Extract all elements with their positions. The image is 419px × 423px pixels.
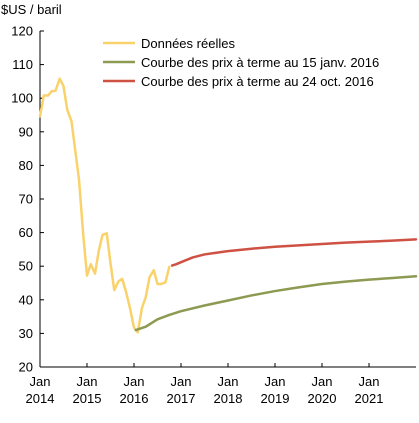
legend: Données réelles Courbe des prix à terme a… bbox=[103, 36, 379, 89]
x-tick-label-month: Jan bbox=[218, 374, 239, 389]
series-forward-curve-oct-2016-line bbox=[170, 238, 418, 267]
y-tick-label: 60 bbox=[19, 225, 33, 240]
x-tick-label-year: 2018 bbox=[214, 391, 243, 406]
x-tick-label-year: 2021 bbox=[355, 391, 384, 406]
y-tick-label: 80 bbox=[19, 158, 33, 173]
axes-group: 20 30 40 50 60 70 80 90 100 110 120 Jan 2014 Jan 2015 J… bbox=[11, 24, 416, 406]
x-tick-label-month: Jan bbox=[312, 374, 333, 389]
y-tick-label: 70 bbox=[19, 192, 33, 207]
legend-actual-data: Données réelles bbox=[103, 36, 235, 51]
y-tick-label: 30 bbox=[19, 326, 33, 341]
x-tick-label-year: 2020 bbox=[308, 391, 337, 406]
x-tick-label-month: Jan bbox=[124, 374, 145, 389]
x-tick-label-year: 2014 bbox=[26, 391, 55, 406]
x-tick-label-month: Jan bbox=[30, 374, 51, 389]
y-tick-label: 110 bbox=[12, 57, 33, 72]
y-tick-label: 50 bbox=[19, 259, 33, 274]
y-axis-unit-label: $US / baril bbox=[1, 2, 62, 17]
series-lines-group bbox=[38, 77, 418, 334]
x-tick-label-month: Jan bbox=[171, 374, 192, 389]
series-actual-data-line bbox=[38, 77, 171, 334]
legend-label: Courbe des prix à terme au 24 oct. 2016 bbox=[141, 74, 374, 89]
x-tick-label-month: Jan bbox=[265, 374, 286, 389]
x-tick-label-month: Jan bbox=[77, 374, 98, 389]
legend-label: Courbe des prix à terme au 15 janv. 2016 bbox=[141, 55, 379, 70]
x-tick-label-year: 2015 bbox=[73, 391, 102, 406]
x-tick-label-year: 2019 bbox=[261, 391, 290, 406]
legend-forward-curve-oct-2016: Courbe des prix à terme au 24 oct. 2016 bbox=[103, 74, 374, 89]
x-tick-label-year: 2017 bbox=[167, 391, 196, 406]
series-forward-curve-jan-2016-line bbox=[134, 275, 418, 332]
y-tick-label: 40 bbox=[19, 292, 33, 307]
x-tick-label-month: Jan bbox=[359, 374, 380, 389]
y-tick-label: 120 bbox=[11, 24, 33, 39]
legend-forward-curve-jan-2016: Courbe des prix à terme au 15 janv. 2016 bbox=[103, 55, 379, 70]
y-tick-label: 90 bbox=[19, 124, 33, 139]
x-tick-label-year: 2016 bbox=[120, 391, 149, 406]
legend-label: Données réelles bbox=[141, 36, 235, 51]
y-tick-label: 100 bbox=[11, 91, 33, 106]
y-tick-label: 20 bbox=[19, 360, 33, 375]
